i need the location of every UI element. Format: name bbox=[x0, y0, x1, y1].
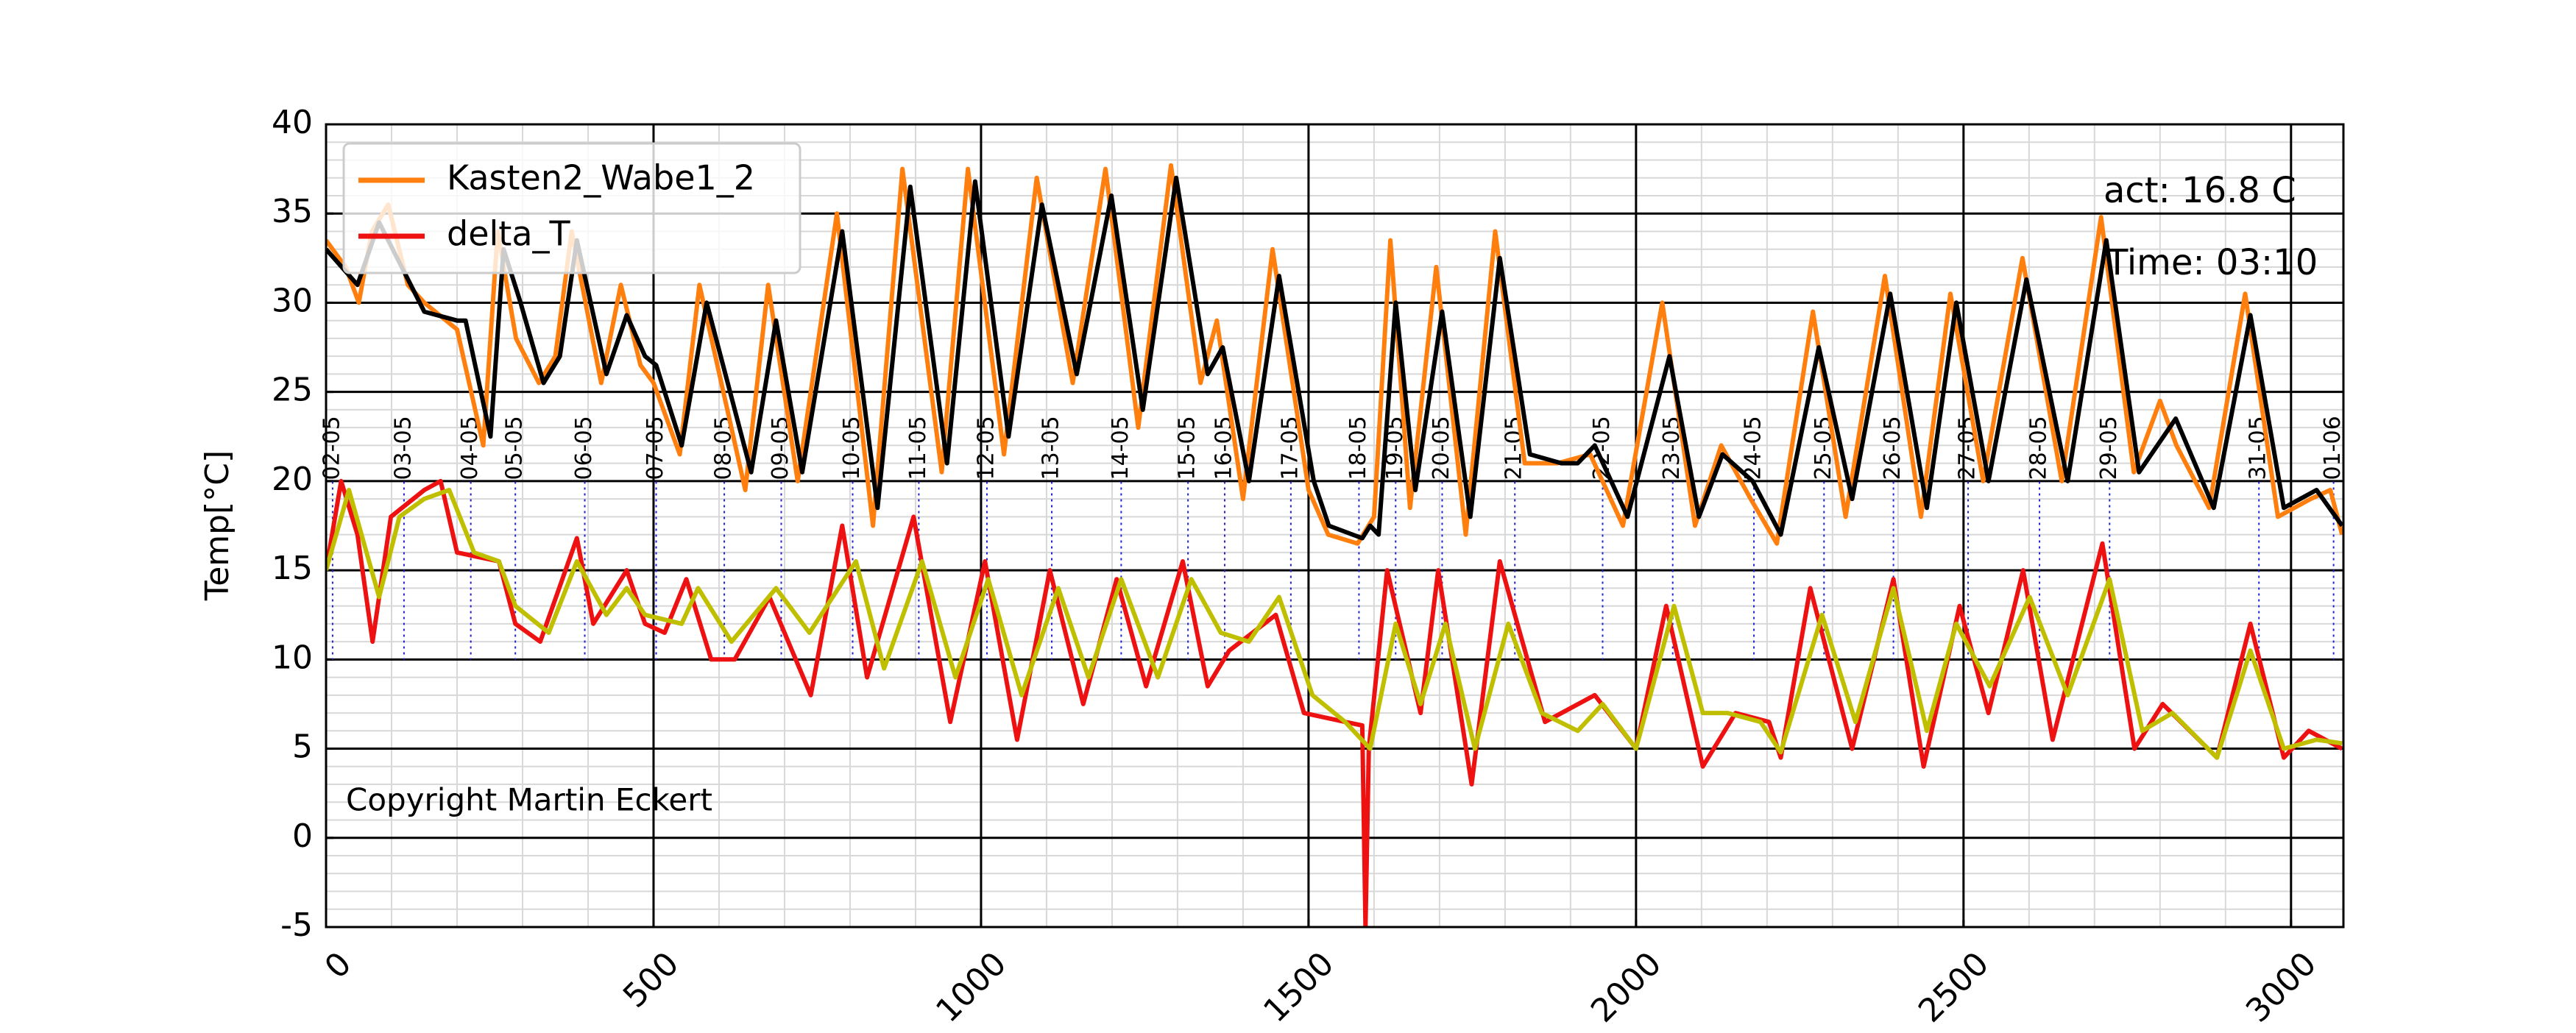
y-tick-label: 40 bbox=[272, 104, 313, 141]
annotation: Copyright Martin Eckert bbox=[346, 782, 712, 818]
date-marker-label: 14-05 bbox=[1108, 416, 1133, 480]
date-marker-label: 13-05 bbox=[1038, 416, 1064, 480]
date-marker-label: 01-06 bbox=[2320, 416, 2346, 480]
date-marker-label: 07-05 bbox=[643, 416, 668, 480]
date-marker-label: 24-05 bbox=[1741, 416, 1766, 480]
date-marker-label: 15-05 bbox=[1175, 416, 1200, 480]
date-marker-label: 18-05 bbox=[1345, 416, 1371, 480]
legend: Kasten2_Wabe1_2 delta_T bbox=[342, 142, 802, 274]
x-tick-label: 1000 bbox=[929, 945, 1013, 1029]
series-line bbox=[326, 175, 2343, 541]
x-tick-label: 3000 bbox=[2239, 945, 2324, 1029]
y-tick-label: 30 bbox=[272, 282, 313, 319]
plot-frame bbox=[325, 123, 2345, 929]
legend-box bbox=[342, 142, 802, 274]
y-tick-label: 25 bbox=[272, 372, 313, 409]
x-tick-label: 500 bbox=[616, 945, 686, 1015]
date-marker-label: 26-05 bbox=[1880, 416, 1906, 480]
legend-label: delta_T bbox=[447, 214, 571, 254]
x-tick-label: 1500 bbox=[1256, 945, 1341, 1029]
y-axis-label: Temp[°C] bbox=[199, 450, 236, 601]
date-marker-label: 03-05 bbox=[390, 416, 416, 480]
date-marker-label: 05-05 bbox=[502, 416, 528, 480]
legend-label: Kasten2_Wabe1_2 bbox=[447, 158, 755, 198]
annotation: act: 16.8 C bbox=[2103, 170, 2296, 211]
y-tick-label: 5 bbox=[292, 728, 313, 766]
date-marker-label: 29-05 bbox=[2096, 416, 2122, 480]
x-tick-label: 2500 bbox=[1911, 945, 1996, 1029]
date-marker-label: 28-05 bbox=[2026, 416, 2052, 480]
date-marker-label: 02-05 bbox=[319, 416, 344, 480]
y-tick-label: 0 bbox=[292, 817, 313, 855]
series-line bbox=[326, 163, 2343, 546]
date-marker-label: 12-05 bbox=[973, 416, 999, 480]
y-tick-label: 20 bbox=[272, 461, 313, 498]
lines bbox=[326, 163, 2343, 927]
series-line bbox=[326, 488, 2343, 760]
date-marker-label: 11-05 bbox=[905, 416, 931, 480]
y-tick-label: 15 bbox=[272, 550, 313, 587]
annotation: Time: 03:10 bbox=[2106, 242, 2318, 283]
y-tick-label: 35 bbox=[272, 193, 313, 230]
date-marker-label: 20-05 bbox=[1429, 416, 1454, 480]
x-tick-label: 2000 bbox=[1584, 945, 1669, 1029]
y-tick-label: -5 bbox=[280, 906, 313, 944]
date-marker-label: 06-05 bbox=[571, 416, 597, 480]
y-tick-label: 10 bbox=[272, 639, 313, 676]
x-tick-label: 0 bbox=[318, 945, 359, 986]
